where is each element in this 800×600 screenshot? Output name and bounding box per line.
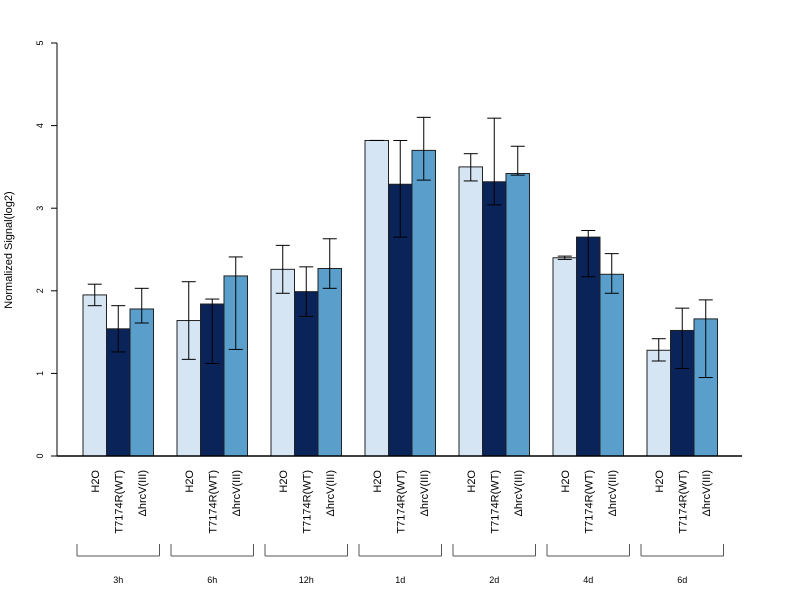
error-bars-layer [87, 116, 713, 379]
bar-label: T7174R(WT) [207, 470, 219, 534]
bar [552, 257, 577, 457]
group-label: 4d [583, 575, 593, 585]
group-label: 1d [395, 575, 405, 585]
group-label: 6h [207, 575, 217, 585]
bars-layer [82, 139, 718, 457]
bar [129, 308, 154, 457]
group-label: 3h [113, 575, 123, 585]
bar [646, 349, 671, 457]
bar-label: ΔhrcV(III) [419, 470, 431, 516]
bar-label: T7174R(WT) [395, 470, 407, 534]
bar-label: T7174R(WT) [677, 470, 689, 534]
y-tick-label: 0 [35, 453, 45, 458]
axes-layer [51, 42, 742, 557]
bar [482, 181, 507, 457]
bar [270, 268, 295, 457]
bar-label: ΔhrcV(III) [325, 470, 337, 516]
bar-label: H2O [184, 470, 196, 493]
y-tick-label: 2 [35, 288, 45, 293]
y-tick-label: 1 [35, 371, 45, 376]
bar-label: ΔhrcV(III) [607, 470, 619, 516]
bar [317, 267, 342, 457]
bar-label: ΔhrcV(III) [701, 470, 713, 516]
bar-label: H2O [466, 470, 478, 493]
group-label: 12h [299, 575, 314, 585]
bar-label: ΔhrcV(III) [137, 470, 149, 516]
bar-label: T7174R(WT) [489, 470, 501, 534]
bar [411, 149, 436, 457]
y-axis-title: Normalized Signal(log2) [3, 191, 15, 308]
y-tick-label: 4 [35, 123, 45, 128]
bar-label: ΔhrcV(III) [231, 470, 243, 516]
bar [599, 273, 624, 457]
bar-label: H2O [278, 470, 290, 493]
labels-layer: 0 1 2 3 4 5 H2O T7174R(WT) ΔhrcV(III) 3h H2O T7174R… [35, 40, 713, 585]
group-label: 6d [677, 575, 687, 585]
bar [364, 139, 389, 457]
bar [505, 173, 530, 457]
y-tick-label: 5 [35, 40, 45, 45]
bar [82, 294, 107, 457]
bar-label: H2O [654, 470, 666, 493]
bar-label: T7174R(WT) [113, 470, 125, 534]
bar [458, 166, 483, 457]
bar-label: ΔhrcV(III) [513, 470, 525, 516]
bar-label: H2O [90, 470, 102, 493]
bar-label: H2O [560, 470, 572, 493]
bar-label: T7174R(WT) [301, 470, 313, 534]
bar-label: H2O [372, 470, 384, 493]
y-tick-label: 3 [35, 206, 45, 211]
bar-label: T7174R(WT) [583, 470, 595, 534]
group-label: 2d [489, 575, 499, 585]
